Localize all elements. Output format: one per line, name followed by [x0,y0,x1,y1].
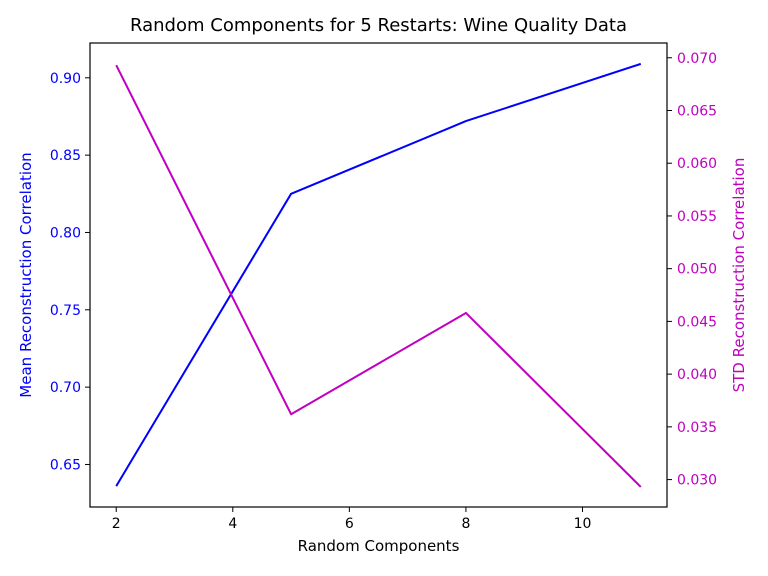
right-y-axis-label: STD Reconstruction Correlation [730,158,748,393]
x-axis: 2 4 6 8 10 [112,507,592,532]
right-y-tick-label: 0.050 [677,262,717,278]
right-y-tick-label: 0.030 [677,473,717,489]
x-tick-label: 4 [228,516,237,532]
left-y-tick-label: 0.85 [50,148,81,164]
right-y-tick-label: 0.035 [677,420,717,436]
series-layer [115,62,642,488]
left-y-tick-label: 0.75 [50,303,81,319]
x-axis-label: Random Components [298,537,460,555]
right-y-tick-label: 0.040 [677,367,717,383]
left-y-tick-label: 0.80 [50,225,81,241]
left-y-tick-label: 0.65 [50,457,81,473]
left-y-axis: 0.65 0.70 0.75 0.80 0.85 0.90 [50,71,90,473]
right-y-tick-label: 0.065 [677,103,717,119]
left-y-tick-label: 0.90 [50,71,81,87]
left-y-axis-label: Mean Reconstruction Correlation [17,152,35,397]
right-y-tick-label: 0.070 [677,51,717,67]
series-line-std [115,64,642,488]
plot-frame [89,42,668,508]
x-tick-label: 6 [345,516,354,532]
right-y-tick-label: 0.060 [677,156,717,172]
chart-title: Random Components for 5 Restarts: Wine Q… [130,15,627,36]
left-y-tick-label: 0.70 [50,380,81,396]
right-y-tick-label: 0.055 [677,209,717,225]
x-tick-label: 10 [574,516,592,532]
x-tick-label: 2 [112,516,121,532]
series-line-mean [115,62,642,487]
right-y-axis: 0.030 0.035 0.040 0.045 0.050 0.055 0.060 0.065… [667,51,717,489]
right-y-tick-label: 0.045 [677,314,717,330]
x-tick-label: 8 [461,516,470,532]
